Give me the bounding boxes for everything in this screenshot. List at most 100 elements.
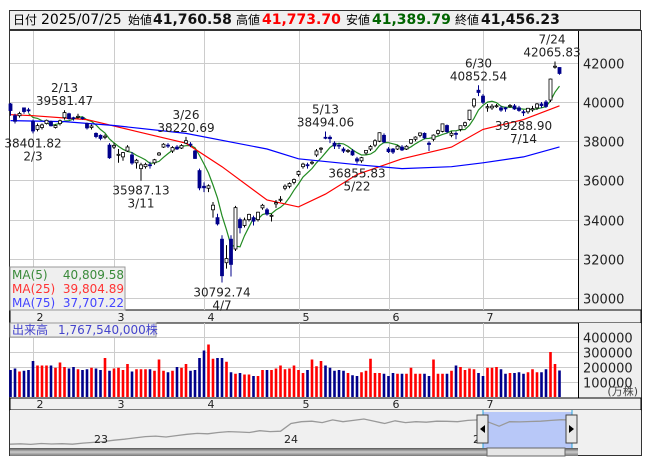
candle	[85, 123, 89, 129]
high-value-label: 38494.06	[297, 116, 354, 130]
price-tick-label: 36000	[583, 175, 624, 190]
volume-legend-value: 1,767,540,000株	[58, 322, 158, 337]
candle	[94, 132, 98, 137]
ma75-legend-value: 37,707.22	[63, 296, 124, 310]
candle	[458, 125, 463, 130]
volume-bar	[27, 370, 30, 397]
volume-bar	[373, 373, 377, 397]
candle	[125, 146, 130, 152]
candle	[130, 154, 134, 164]
candle	[197, 170, 202, 189]
candle	[242, 219, 247, 226]
volume-bar	[333, 370, 336, 397]
low-date-label: 4/7	[212, 298, 231, 312]
volume-bar	[535, 372, 539, 397]
volume-bar	[22, 370, 26, 397]
high-value: 41,773.70	[262, 12, 341, 28]
candle	[256, 211, 260, 220]
ma25-legend-label: MA(25)	[12, 282, 55, 296]
volume-unit: (万株)	[607, 384, 638, 398]
volume-bar	[31, 361, 35, 397]
candle	[391, 148, 395, 153]
candle	[400, 146, 404, 151]
volume-bar	[67, 368, 71, 397]
volume-bar	[378, 373, 381, 397]
volume-bar	[99, 370, 102, 397]
volume-bar	[135, 369, 138, 397]
volume-bar	[252, 376, 255, 397]
candle	[238, 219, 242, 229]
volume-bar	[441, 373, 444, 397]
candle	[463, 122, 467, 126]
candle	[112, 145, 116, 148]
volume-bar	[58, 362, 62, 397]
volume-bar	[418, 373, 422, 397]
candle	[386, 148, 391, 152]
high-label: 高値	[236, 13, 261, 27]
volume-bar	[270, 370, 273, 397]
volume-bar	[477, 373, 480, 397]
high-date-label: 3/26	[173, 108, 200, 122]
volume-bar	[225, 361, 228, 397]
candle	[170, 147, 175, 152]
ma-legend	[9, 266, 126, 311]
candle	[341, 148, 346, 152]
date-value: 2025/07/25	[41, 12, 122, 28]
candle	[229, 238, 233, 265]
price-tick-label: 34000	[583, 215, 624, 230]
low-value-label: 30792.74	[193, 285, 250, 299]
price-tick-label: 40000	[583, 97, 624, 112]
candle	[422, 132, 427, 139]
candle	[35, 125, 40, 130]
volume-bar	[184, 364, 188, 397]
volume-bar	[288, 368, 291, 397]
navigator-year-label: 23	[94, 433, 108, 446]
candle	[319, 147, 323, 150]
month-tick-label: 3	[118, 311, 125, 324]
candle	[166, 144, 170, 147]
price-tick-label: 30000	[583, 293, 624, 308]
candle	[521, 111, 526, 114]
scrollbar-track[interactable]	[10, 448, 578, 456]
candle	[481, 95, 485, 103]
candle	[454, 132, 458, 135]
month-tick-label: 5	[303, 398, 310, 411]
volume-bar	[499, 369, 503, 397]
volume-bar	[153, 370, 156, 397]
scrollbar-thumb[interactable]	[486, 447, 566, 457]
low-value-label: 36855.83	[328, 167, 385, 181]
volume-bar	[130, 371, 134, 397]
volume-bar	[495, 367, 498, 397]
price-axis-panel	[578, 31, 641, 310]
volume-bar	[468, 368, 471, 397]
candle	[202, 185, 206, 189]
close-value: 41,456.23	[481, 12, 560, 28]
volume-bar	[319, 361, 323, 397]
navigator-selection	[483, 412, 572, 448]
candle	[413, 136, 418, 140]
candle	[157, 152, 161, 156]
volume-bar	[216, 358, 219, 397]
volume-bar	[337, 370, 341, 397]
candle	[449, 132, 454, 136]
candle	[328, 136, 332, 140]
candle	[508, 105, 512, 107]
volume-bar	[162, 370, 165, 397]
candle	[494, 105, 499, 108]
low-value-label: 38401.82	[4, 136, 61, 150]
arrow-left-icon	[480, 425, 485, 433]
price-tick-label: 38000	[583, 136, 624, 151]
candle	[161, 143, 166, 148]
volume-bar	[355, 376, 359, 397]
candle	[103, 135, 107, 138]
candle	[355, 158, 359, 162]
volume-bar	[247, 374, 251, 397]
candle	[40, 124, 44, 128]
candle	[53, 125, 58, 128]
ohlc-header: 日付 2025/07/25 始値 41,760.58 高値 41,773.70 …	[9, 10, 641, 30]
volume-bar	[360, 372, 363, 397]
volume-bar	[157, 359, 161, 397]
volume-bar	[549, 352, 552, 397]
candle	[62, 112, 67, 119]
